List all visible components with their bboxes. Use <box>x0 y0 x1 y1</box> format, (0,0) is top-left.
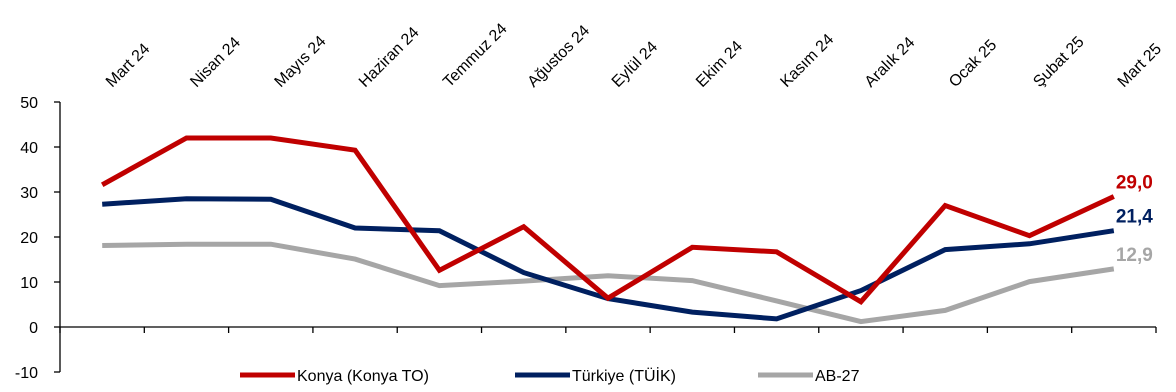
x-tick-label: Eylül 24 <box>609 38 661 90</box>
y-tick-label: 0 <box>29 320 38 337</box>
x-tick-label: Ekim 24 <box>693 38 746 91</box>
series-end-labels: 29,0 21,4 12,9 <box>1116 173 1153 266</box>
chart-series <box>100 135 1115 325</box>
x-tick-label: Mart 24 <box>103 40 153 90</box>
legend-label: Türkiye (TÜİK) <box>572 366 676 385</box>
x-axis-tick-labels: Mart 24 Nisan 24 Mayıs 24 Haziran 24 Temmuz … <box>103 20 1165 91</box>
chart-axes <box>54 101 1157 373</box>
series-line <box>100 135 1115 306</box>
y-tick-label: 50 <box>20 95 38 112</box>
series-end-label: 29,0 <box>1116 173 1153 194</box>
x-tick-label: Nisan 24 <box>187 34 244 91</box>
y-tick-label: 20 <box>20 230 38 247</box>
x-tick-label: Ağustos 24 <box>524 22 593 91</box>
y-tick-label: -10 <box>15 365 38 382</box>
x-tick-label: Temmuz 24 <box>440 20 511 91</box>
x-tick-label: Haziran 24 <box>356 24 423 91</box>
chart-legend: Konya (Konya TO) Türkiye (TÜİK) AB-27 <box>240 366 860 385</box>
x-tick-label: Ocak 25 <box>946 37 1000 91</box>
series-end-label: 21,4 <box>1116 207 1153 228</box>
y-tick-label: 10 <box>20 275 38 292</box>
x-tick-label: Şubat 25 <box>1030 33 1087 90</box>
series-line <box>102 241 1115 325</box>
series-end-label: 12,9 <box>1116 245 1153 266</box>
y-axis-tick-labels: 50 40 30 20 10 0 -10 <box>15 95 38 382</box>
x-tick-label: Aralık 24 <box>862 34 919 91</box>
x-tick-label: Mayıs 24 <box>272 33 330 91</box>
y-tick-label: 30 <box>20 185 38 202</box>
x-tick-label: Mart 25 <box>1115 40 1165 90</box>
y-tick-label: 40 <box>20 140 38 157</box>
x-tick-label: Kasım 24 <box>777 31 837 91</box>
legend-label: Konya (Konya TO) <box>297 368 429 385</box>
legend-label: AB-27 <box>815 368 860 385</box>
